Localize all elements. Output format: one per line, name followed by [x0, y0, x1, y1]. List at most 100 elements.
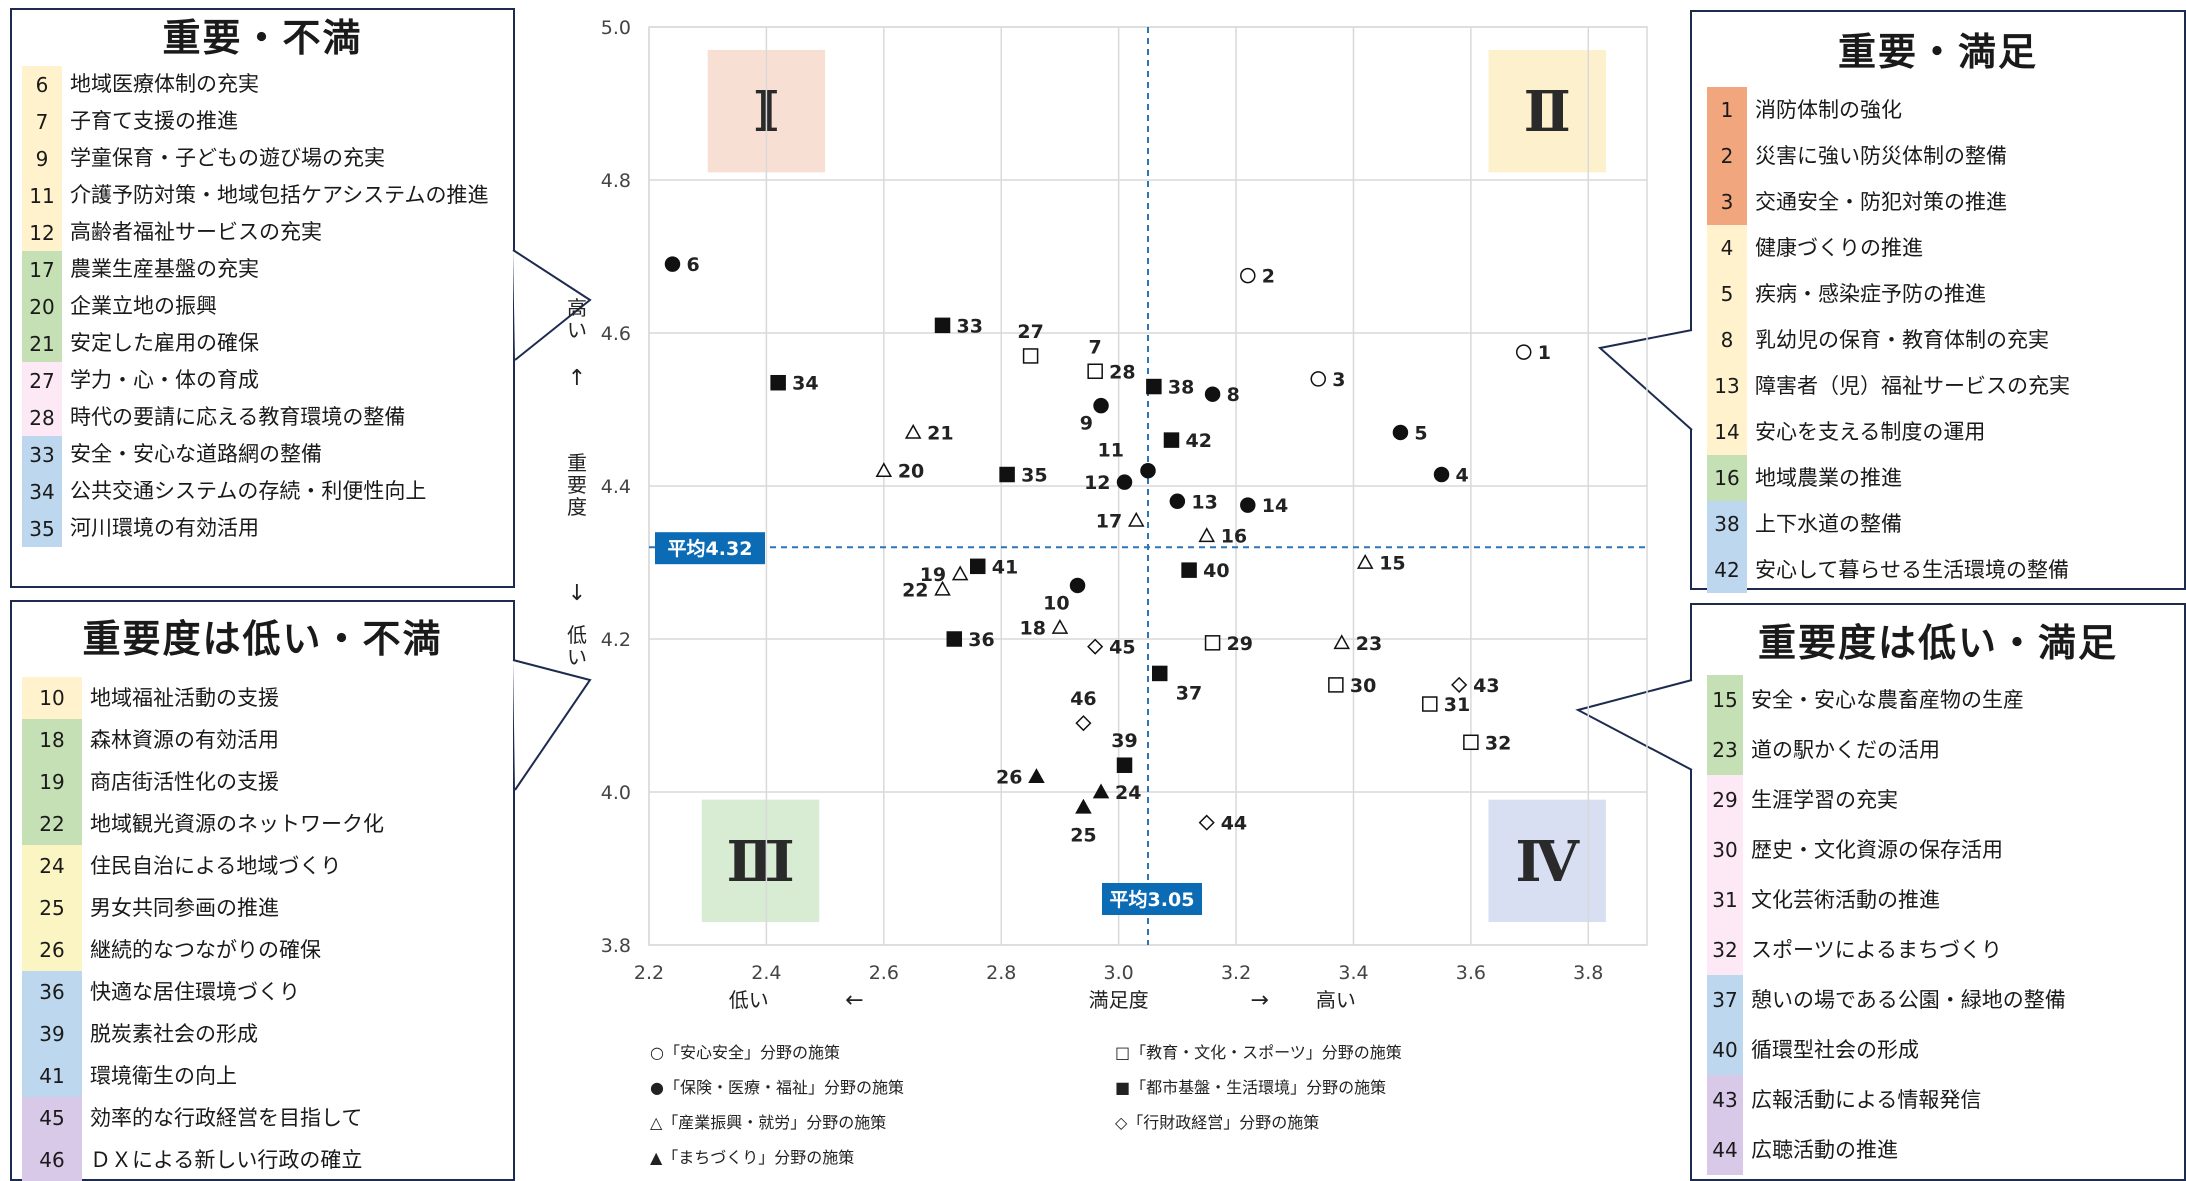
list-item: 14 安心を支える制度の運用 — [1707, 409, 2174, 455]
item-list: 10 地域福祉活動の支援 18 森林資源の有効活用 19 商店街活性化の支援 22 地域観光資… — [12, 677, 513, 1181]
point-marker — [999, 466, 1015, 483]
point-label: 15 — [1379, 553, 1405, 575]
data-point: 37 — [1151, 665, 1202, 704]
item-label: 高齢者福祉サービスの充実 — [70, 220, 322, 244]
avg-y-label: 平均4.32 — [668, 537, 753, 560]
list-item: 35 河川環境の有効活用 — [22, 510, 493, 547]
point-label: 46 — [1070, 688, 1096, 710]
data-point: 8 — [1204, 384, 1240, 406]
item-label: 消防体制の強化 — [1755, 97, 1902, 122]
point-label: 8 — [1227, 384, 1240, 406]
list-item: 8 乳幼児の保育・教育体制の充実 — [1707, 317, 2174, 363]
item-label: 障害者（児）福祉サービスの充実 — [1755, 373, 2070, 398]
item-number: 15 — [1707, 675, 1743, 725]
point-marker — [1198, 527, 1215, 543]
point-label: 45 — [1109, 637, 1135, 659]
item-number: 9 — [22, 140, 62, 177]
item-label: 疾病・感染症予防の推進 — [1755, 281, 1986, 306]
data-point: 42 — [1163, 430, 1212, 452]
item-label: 効率的な行政経営を目指して — [90, 1105, 363, 1130]
item-number: 40 — [1707, 1025, 1743, 1075]
list-item: 3 交通安全・防犯対策の推進 — [1707, 179, 2174, 225]
y-tick-label: 4.6 — [601, 323, 631, 345]
x-axis-low-label: 低い — [729, 988, 769, 1012]
y-axis-high-label: い — [567, 318, 587, 342]
data-point: 12 — [1084, 472, 1133, 494]
item-number: 3 — [1707, 179, 1747, 225]
list-item: 10 地域福祉活動の支援 — [22, 677, 493, 719]
panel-important-satisfied: 重要・満足 1 消防体制の強化 2 災害に強い防災体制の整備 3 交通安全・防犯対策の推進… — [1690, 10, 2186, 593]
list-item: 25 男女共同参画の推進 — [22, 887, 493, 929]
item-label: 循環型社会の形成 — [1751, 1037, 1919, 1062]
point-marker — [1433, 466, 1450, 483]
item-number: 41 — [22, 1055, 82, 1097]
point-marker — [1146, 378, 1162, 395]
panel-title: 重要度は低い・不満 — [82, 617, 443, 661]
data-point: 13 — [1169, 491, 1218, 513]
list-item: 1 消防体制の強化 — [1707, 87, 2174, 133]
point-label: 31 — [1444, 694, 1470, 716]
data-point: 26 — [996, 767, 1045, 789]
item-number: 17 — [22, 251, 62, 288]
item-list: 6 地域医療体制の充実 7 子育て支援の推進 9 学童保育・子どもの遊び場の充実 11 介護予… — [12, 66, 513, 547]
list-item: 37 憩いの場である公園・緑地の整備 — [1707, 975, 2174, 1025]
point-marker — [1240, 497, 1256, 513]
item-number: 23 — [1707, 725, 1743, 775]
list-item: 15 安全・安心な農畜産物の生産 — [1707, 675, 2174, 725]
item-label: 上下水道の整備 — [1755, 511, 1902, 536]
data-point: 38 — [1146, 377, 1194, 399]
list-item: 38 上下水道の整備 — [1707, 501, 2174, 547]
list-item: 31 文化芸術活動の推進 — [1707, 875, 2174, 925]
point-label: 10 — [1043, 592, 1069, 614]
item-label: 地域農業の推進 — [1755, 465, 1902, 490]
item-number: 5 — [1707, 271, 1747, 317]
item-label: 安心を支える制度の運用 — [1755, 419, 1986, 444]
data-point: 33 — [934, 315, 983, 337]
point-marker — [1181, 562, 1197, 578]
point-label: 22 — [902, 579, 928, 601]
point-label: 38 — [1168, 377, 1194, 399]
data-point: 35 — [999, 465, 1048, 487]
point-marker — [1204, 386, 1221, 402]
item-number: 37 — [1707, 975, 1743, 1025]
point-label: 23 — [1356, 633, 1382, 655]
item-label: 公共交通システムの存続・利便性向上 — [70, 479, 427, 503]
item-number: 22 — [22, 803, 82, 845]
point-marker — [1069, 577, 1086, 594]
list-item: 30 歴史・文化資源の保存活用 — [1707, 825, 2174, 875]
point-label: 20 — [898, 461, 924, 483]
list-item: 26 継続的なつながりの確保 — [22, 929, 493, 971]
y-axis-title: 要 — [567, 473, 587, 497]
item-label: 憩いの場である公園・緑地の整備 — [1751, 987, 2066, 1012]
quadrant-box — [701, 799, 820, 923]
point-label: 21 — [927, 422, 953, 444]
list-item: 28 時代の要請に応える教育環境の整備 — [22, 399, 493, 436]
point-label: 28 — [1109, 361, 1135, 383]
point-marker — [1075, 715, 1092, 732]
x-tick-label: 2.4 — [751, 962, 781, 984]
item-number: 28 — [22, 399, 62, 436]
list-item: 7 子育て支援の推進 — [22, 103, 493, 140]
item-label: 脱炭素社会の形成 — [90, 1021, 258, 1046]
legend-entry: ●「保険・医療・福祉」分野の施策 — [650, 1078, 904, 1097]
item-number: 14 — [1707, 409, 1747, 455]
item-label: 介護予防対策・地域包括ケアシステムの推進 — [70, 183, 489, 207]
y-tick-label: 4.2 — [601, 629, 631, 651]
x-tick-label: 2.8 — [986, 962, 1016, 984]
point-marker — [970, 558, 986, 575]
point-label: 25 — [1070, 824, 1096, 846]
point-marker — [1087, 638, 1104, 655]
point-label: 13 — [1191, 491, 1217, 513]
legend-entry: ■「都市基盤・生活環境」分野の施策 — [1115, 1078, 1386, 1097]
avg-y-label-box — [655, 532, 765, 565]
point-marker — [1092, 783, 1110, 799]
item-label: 商店街活性化の支援 — [90, 769, 279, 794]
data-point: 24 — [1092, 782, 1141, 804]
item-label: 生涯学習の充実 — [1751, 787, 1898, 812]
list-item: 16 地域農業の推進 — [1707, 455, 2174, 501]
panel-title: 重要・満足 — [1837, 30, 2038, 74]
item-label: 安全・安心な農畜産物の生産 — [1751, 687, 2024, 712]
point-label: 5 — [1414, 422, 1427, 444]
item-number: 21 — [22, 325, 62, 362]
y-axis-arrow-up: ↑ — [568, 366, 586, 391]
